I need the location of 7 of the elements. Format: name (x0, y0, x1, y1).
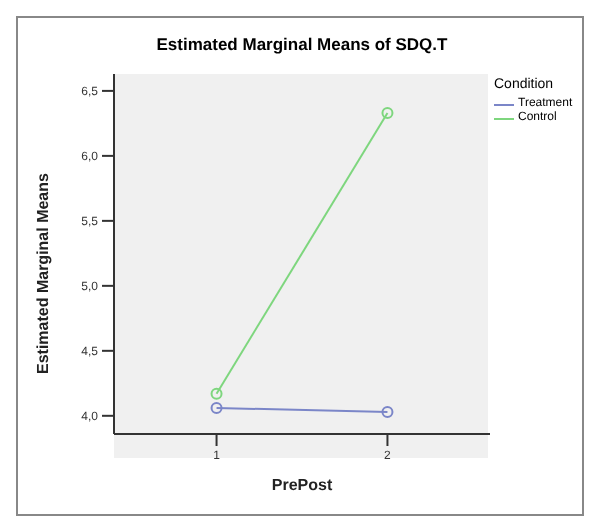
y-axis-title: Estimated Marginal Means (33, 171, 52, 374)
point (381, 405, 394, 418)
point (210, 387, 223, 400)
point (381, 106, 394, 119)
point (210, 402, 223, 415)
x-axis-title: PrePost (271, 476, 333, 494)
chart-title: Estimated Marginal Means of SDQ.T (154, 34, 450, 54)
